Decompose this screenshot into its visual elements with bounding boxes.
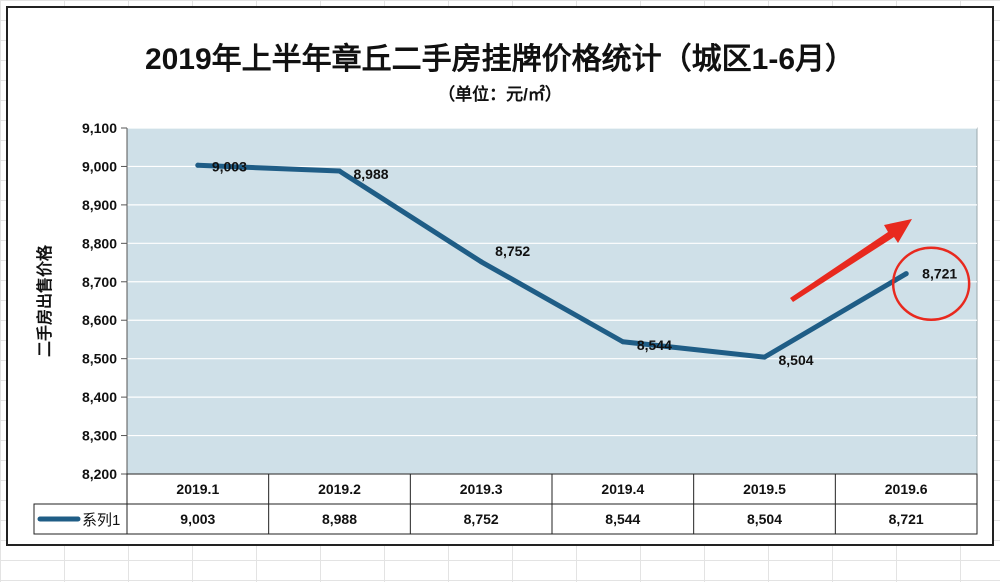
series-1-line — [195, 162, 909, 360]
x-category-label-2: 2019.3 — [460, 481, 503, 497]
table-value-2: 8,752 — [464, 511, 499, 527]
x-category-label-4: 2019.5 — [743, 481, 786, 497]
data-label-4: 8,504 — [779, 352, 814, 368]
y-tick-label-0: 8,200 — [82, 466, 117, 482]
annotations — [790, 219, 971, 321]
series-line — [195, 162, 909, 360]
table-value-5: 8,721 — [889, 511, 924, 527]
chart-title: 2019年上半年章丘二手房挂牌价格统计（城区1-6月） — [144, 43, 856, 76]
series-1-point-5 — [903, 271, 909, 277]
legend-series-name: 系列1 — [82, 512, 120, 529]
red-circle-annotation — [891, 246, 971, 321]
series-1-point-1 — [337, 168, 342, 174]
red-arrow-annotation — [790, 219, 912, 302]
series-1-point-4 — [762, 354, 767, 360]
data-label-2: 8,752 — [495, 243, 530, 259]
y-tick-label-5: 8,700 — [82, 274, 117, 290]
y-axis: 8,200 8,300 8,400 8,500 8,600 8,700 8,800 8,900… — [82, 120, 128, 482]
y-tick-label-1: 8,300 — [82, 428, 117, 444]
y-tick-label-4: 8,600 — [82, 312, 117, 328]
y-tick-label-9: 9,100 — [82, 120, 117, 136]
data-label-1: 8,988 — [354, 166, 389, 182]
data-label-0: 9,003 — [212, 158, 247, 174]
x-category-label-1: 2019.2 — [318, 481, 361, 497]
table-value-0: 9,003 — [180, 511, 215, 527]
table-value-3: 8,544 — [605, 511, 640, 527]
y-tick-label-8: 9,000 — [82, 158, 117, 174]
table-value-4: 8,504 — [747, 511, 782, 527]
y-tick-label-6: 8,800 — [82, 235, 117, 251]
x-category-label-5: 2019.6 — [885, 481, 928, 497]
x-category-label-3: 2019.4 — [601, 481, 644, 497]
data-table: 2019.1 9,003 2019.2 8,988 2019.3 8,752 2019.4 8… — [33, 473, 978, 535]
y-tick-label-7: 8,900 — [82, 197, 117, 213]
series-1-point-0 — [195, 162, 201, 168]
table-value-1: 8,988 — [322, 511, 357, 527]
data-labels: 9,003 8,988 8,752 8,544 8,504 8,721 — [212, 158, 958, 368]
data-label-3: 8,544 — [637, 337, 672, 353]
series-1-point-3 — [620, 339, 626, 345]
y-axis-label: 二手房出售价格 — [35, 244, 54, 357]
y-tick-label-2: 8,400 — [82, 389, 117, 405]
chart-subtitle: （单位：元/㎡） — [438, 85, 562, 104]
series-1-point-2 — [478, 259, 484, 265]
y-tick-label-3: 8,500 — [82, 351, 117, 367]
x-category-label-0: 2019.1 — [176, 481, 219, 497]
data-label-5: 8,721 — [922, 266, 957, 282]
